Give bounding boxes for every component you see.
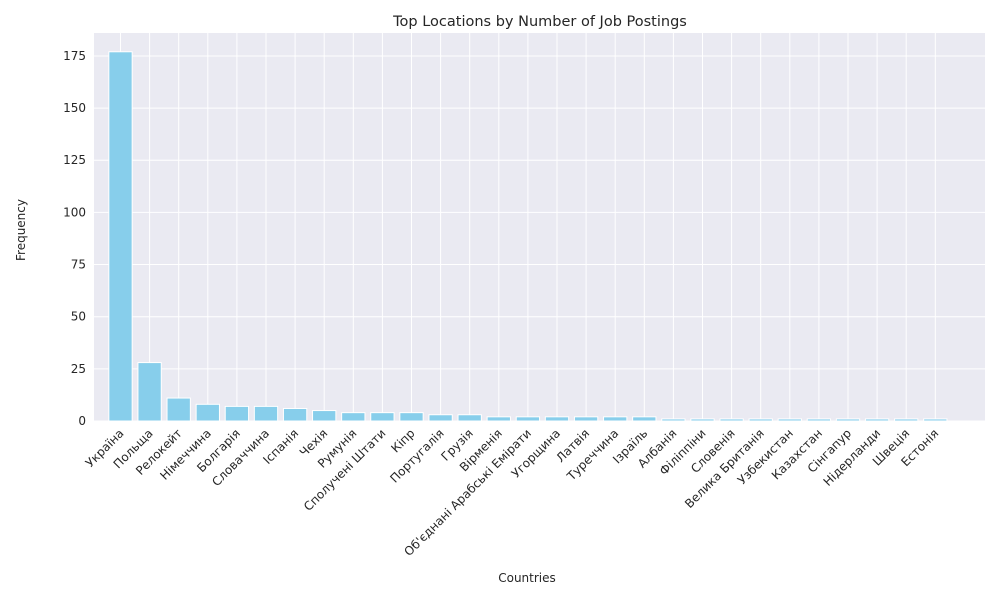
y-tick-label: 0 bbox=[78, 414, 86, 428]
bar bbox=[573, 416, 599, 422]
bar bbox=[312, 410, 337, 422]
bar bbox=[544, 416, 570, 422]
chart-title: Top Locations by Number of Job Postings bbox=[392, 14, 687, 30]
x-tick-label: Португалія bbox=[387, 426, 446, 485]
bar bbox=[457, 414, 482, 422]
y-tick-label: 25 bbox=[71, 362, 86, 376]
bar bbox=[806, 418, 832, 422]
bar bbox=[777, 418, 802, 422]
bar bbox=[515, 416, 541, 422]
bar bbox=[690, 418, 715, 422]
x-axis-label: Countries bbox=[498, 571, 556, 585]
y-tick-label: 175 bbox=[63, 49, 86, 63]
bar bbox=[399, 412, 424, 422]
bar bbox=[661, 418, 686, 422]
plot-area bbox=[94, 33, 985, 421]
y-tick-label: 100 bbox=[63, 205, 86, 219]
y-tick-labels: 0 25 50 75 100 125 150 175 bbox=[63, 49, 86, 428]
bar bbox=[835, 418, 861, 422]
bar bbox=[370, 412, 395, 422]
gridlines bbox=[94, 33, 985, 422]
bar bbox=[864, 418, 890, 422]
y-tick-label: 50 bbox=[71, 310, 86, 324]
bar bbox=[486, 416, 511, 422]
y-tick-label: 75 bbox=[71, 258, 86, 272]
bar bbox=[923, 418, 948, 422]
bar bbox=[428, 414, 453, 422]
bar bbox=[224, 405, 250, 422]
bar bbox=[166, 397, 191, 422]
x-tick-labels: УкраїнаПольщаРелокейтНімеччинаБолгаріяСл… bbox=[83, 426, 942, 559]
bar bbox=[748, 418, 773, 422]
y-tick-label: 150 bbox=[63, 101, 86, 115]
bar bbox=[603, 416, 628, 422]
y-axis-label: Frequency bbox=[14, 199, 28, 261]
bar bbox=[632, 416, 657, 422]
bar bbox=[282, 407, 308, 422]
bar bbox=[195, 403, 220, 422]
bar bbox=[137, 362, 162, 422]
bar bbox=[253, 405, 279, 422]
bar bbox=[341, 412, 366, 422]
y-tick-label: 125 bbox=[63, 153, 86, 167]
bar bbox=[108, 51, 133, 422]
bars bbox=[108, 51, 948, 422]
bar bbox=[719, 418, 744, 422]
bar bbox=[894, 418, 919, 422]
